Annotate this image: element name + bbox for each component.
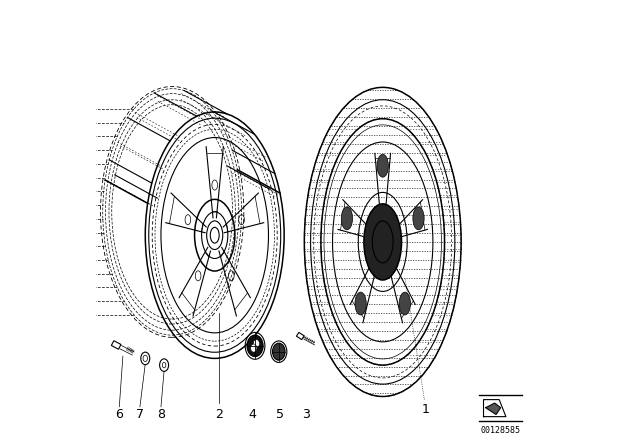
Ellipse shape <box>247 335 263 357</box>
Ellipse shape <box>341 207 353 230</box>
Polygon shape <box>484 400 506 417</box>
Text: 7: 7 <box>136 408 144 421</box>
Ellipse shape <box>413 207 424 230</box>
Polygon shape <box>296 332 304 340</box>
Ellipse shape <box>273 343 285 360</box>
Ellipse shape <box>253 340 260 348</box>
Text: 6: 6 <box>115 408 124 421</box>
Ellipse shape <box>364 204 401 280</box>
Ellipse shape <box>377 154 388 177</box>
Ellipse shape <box>141 352 150 365</box>
Ellipse shape <box>251 344 257 352</box>
Text: 8: 8 <box>157 408 165 421</box>
Text: 2: 2 <box>215 408 223 421</box>
Text: 5: 5 <box>276 408 284 421</box>
Text: 1: 1 <box>421 403 429 417</box>
Text: 3: 3 <box>301 408 310 421</box>
Polygon shape <box>111 340 121 349</box>
Text: 00128585: 00128585 <box>480 426 520 435</box>
Ellipse shape <box>399 292 410 315</box>
Polygon shape <box>486 403 500 414</box>
Text: 4: 4 <box>249 408 257 421</box>
Ellipse shape <box>355 292 366 315</box>
Ellipse shape <box>159 359 168 371</box>
